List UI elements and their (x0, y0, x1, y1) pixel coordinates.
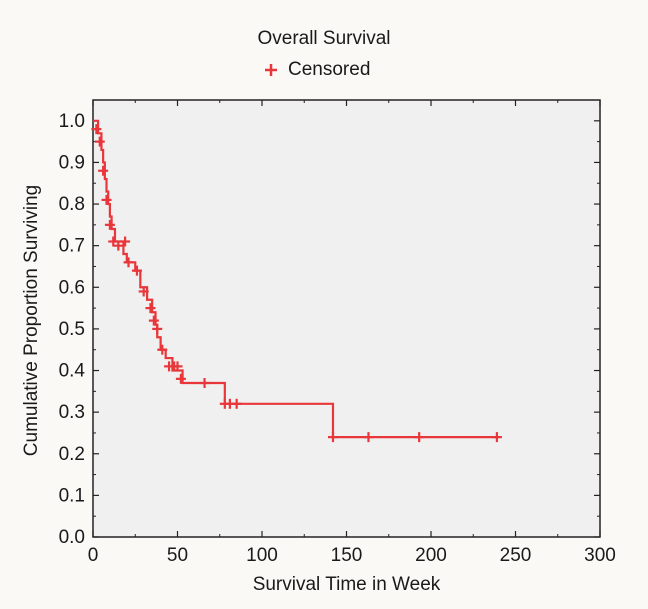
y-tick-label: 0.5 (59, 319, 85, 340)
x-tick-label: 0 (88, 545, 99, 566)
plot-area (93, 100, 600, 537)
legend: Censored (262, 59, 370, 81)
censored-marker (91, 124, 102, 135)
censored-marker (152, 323, 163, 334)
y-tick-label: 0.2 (59, 444, 85, 465)
y-tick-label: 0.8 (59, 194, 85, 215)
censored-marker (98, 165, 109, 176)
censored-marker (94, 136, 105, 147)
censored-marker (113, 240, 124, 251)
survival-curve (93, 119, 499, 439)
y-tick-label: 1.0 (59, 111, 85, 132)
y-tick-label: 0.4 (59, 361, 86, 382)
censored-marker (231, 398, 242, 409)
chart-title: Overall Survival (257, 28, 391, 49)
legend-censored-label: Censored (288, 59, 371, 80)
y-tick-label: 0.7 (59, 236, 85, 257)
x-tick-label: 100 (246, 545, 278, 566)
x-tick-label: 250 (500, 545, 532, 566)
censored-marker (120, 236, 131, 247)
y-tick-label: 0.9 (59, 152, 85, 173)
censored-marker (175, 373, 186, 384)
x-tick-label: 200 (415, 545, 447, 566)
censored-marker (104, 219, 115, 230)
censored-marker (199, 378, 210, 389)
y-tick-label: 0.0 (59, 527, 85, 548)
y-tick-label: 0.6 (59, 277, 85, 298)
censored-marker (414, 432, 425, 443)
censored-marker (138, 286, 149, 297)
censored-marker (123, 257, 134, 268)
x-tick-label: 150 (331, 545, 363, 566)
y-tick-label: 0.3 (59, 402, 85, 423)
censored-marker (148, 315, 159, 326)
censored-marker (157, 344, 168, 355)
censored-marker (363, 432, 374, 443)
censored-marker (327, 432, 338, 443)
censored-marker (172, 361, 183, 372)
censored-marker (101, 194, 112, 205)
y-axis-title: Cumulative Proportion Surviving (21, 185, 42, 456)
x-tick-label: 50 (167, 545, 188, 566)
censored-marker (131, 265, 142, 276)
censored-marker (145, 303, 156, 314)
censored-marker (108, 236, 119, 247)
x-tick-label: 300 (584, 545, 616, 566)
x-axis-title: Survival Time in Week (253, 574, 441, 595)
legend-censored-marker (265, 64, 277, 76)
y-tick-label: 0.1 (59, 485, 85, 506)
censored-marker (491, 432, 502, 443)
